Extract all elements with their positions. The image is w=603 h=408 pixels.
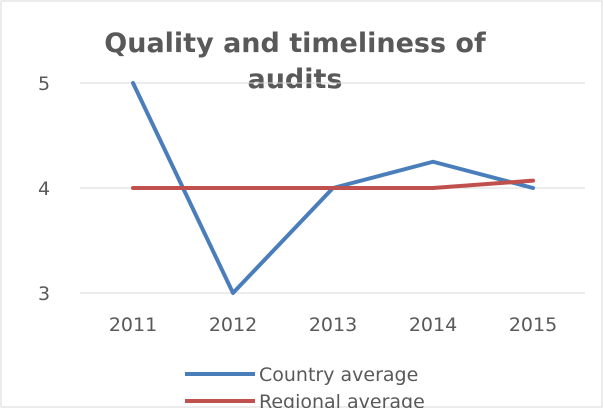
x-tick-label: 2015 — [509, 314, 557, 336]
series-line-1 — [131, 178, 535, 190]
x-tick-label: 2013 — [309, 314, 357, 336]
y-tick-label: 5 — [38, 73, 50, 95]
y-axis-ticks: 3 4 5 — [38, 73, 50, 305]
chart-title-line-2: audits — [247, 64, 342, 95]
y-tick-label: 4 — [38, 178, 50, 200]
y-tick-label: 3 — [38, 283, 50, 305]
series-lines — [131, 81, 535, 295]
x-axis-ticks: 2011 2012 2013 2014 2015 — [109, 314, 557, 336]
legend-label-0: Country average — [259, 364, 418, 386]
legend: Country average Regional average — [185, 364, 425, 408]
x-tick-label: 2012 — [209, 314, 257, 336]
x-tick-label: 2014 — [409, 314, 457, 336]
legend-label-1: Regional average — [259, 391, 425, 408]
chart-title-line-1: Quality and timeliness of — [104, 28, 486, 59]
x-tick-label: 2011 — [109, 314, 157, 336]
